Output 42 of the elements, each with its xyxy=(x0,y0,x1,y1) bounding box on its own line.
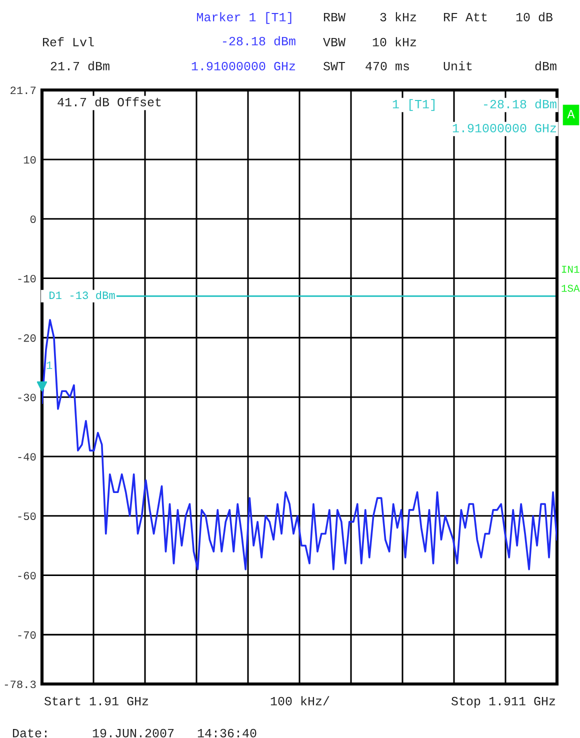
text: 10 kHz xyxy=(372,37,416,46)
text: 21.7 dBm xyxy=(50,61,110,70)
y-tick-label: -10 xyxy=(18,274,36,282)
text: 10 dB xyxy=(516,12,553,22)
text: Start 1.91 GHz xyxy=(44,696,148,706)
text: SWT xyxy=(323,62,346,70)
line-series xyxy=(42,318,557,570)
text: Marker 1 [T1] xyxy=(197,12,292,24)
annotation: 41.7 dB Offset xyxy=(58,97,161,106)
text: 1SA xyxy=(562,284,580,292)
text: Stop 1.911 GHz xyxy=(451,696,556,708)
text: dBm xyxy=(535,61,556,70)
annotation: 1.91000000 GHz xyxy=(452,124,556,132)
text: 1.91000000 GHz xyxy=(192,62,296,70)
y-tick-label: -50 xyxy=(18,512,36,520)
text: IN1 xyxy=(562,266,580,273)
text: Unit xyxy=(444,61,472,70)
ref-line-label: D1 -13 dBm xyxy=(50,290,115,300)
y-tick-label: -20 xyxy=(18,334,36,342)
text: RBW xyxy=(324,13,346,22)
y-tick-label: -40 xyxy=(18,453,36,461)
y-tick-label: -70 xyxy=(18,631,36,639)
text: 470 ms xyxy=(366,62,409,70)
text: -28.18 dBm xyxy=(223,36,296,46)
text: Date: xyxy=(12,728,46,738)
text: RF Att xyxy=(444,12,487,22)
y-tick-label: 0 xyxy=(30,215,36,224)
text: 3 kHz xyxy=(380,12,416,22)
text: 14:36:40 xyxy=(198,728,256,738)
text: Ref Lvl xyxy=(42,37,94,46)
annotation: -28.18 dBm xyxy=(484,99,556,108)
y-tick-label: -60 xyxy=(18,572,36,580)
text: 100 kHz/ xyxy=(270,696,330,706)
text: 19.JUN.2007 xyxy=(92,728,174,738)
y-tick-label: -78.3 xyxy=(4,680,36,688)
y-tick-label: 21.7 xyxy=(10,86,36,94)
text: A xyxy=(567,110,575,118)
annotation: 1 [T1] xyxy=(392,99,434,111)
y-tick-label: 10 xyxy=(24,156,36,164)
annotation: 1 xyxy=(46,362,52,369)
text: VBW xyxy=(323,38,346,46)
y-tick-label: -30 xyxy=(18,394,36,402)
